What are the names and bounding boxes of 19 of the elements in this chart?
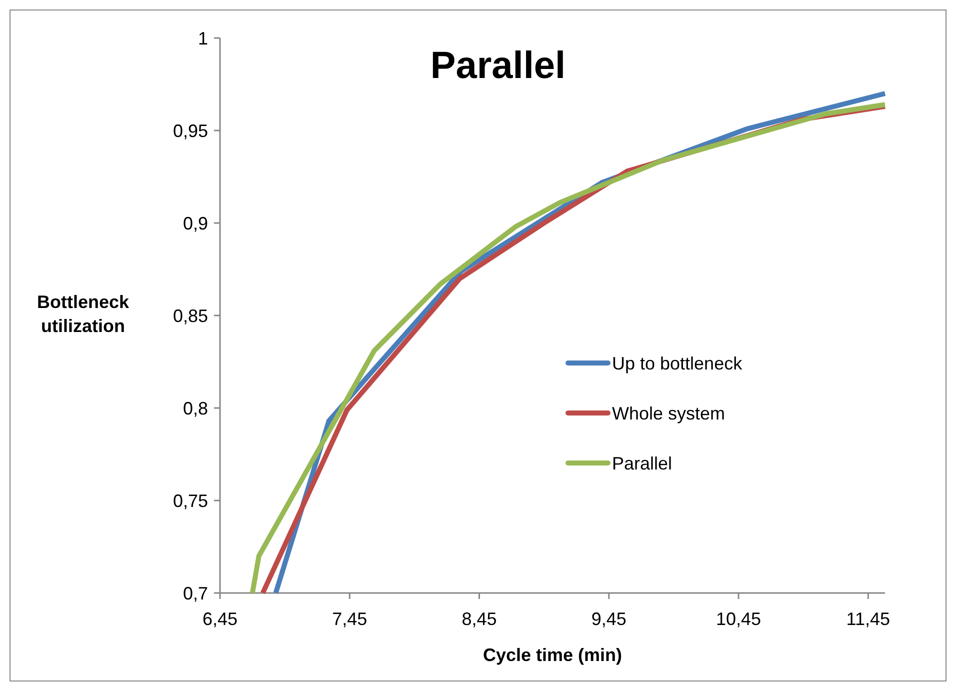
x-axis-title: Cycle time (min) xyxy=(482,645,622,665)
y-tick-label: 0,75 xyxy=(172,490,208,511)
x-tick-label: 9,45 xyxy=(591,609,626,629)
y-axis-title: Bottleneck utilization xyxy=(36,292,130,336)
y-tick-label: 0,95 xyxy=(172,120,208,141)
y-tick-label: 0,8 xyxy=(182,398,208,418)
x-tick-label: 10,45 xyxy=(716,609,762,629)
chart-title: Parallel xyxy=(430,45,566,87)
x-tick-label: 11,45 xyxy=(846,609,890,629)
y-tick-label: 1 xyxy=(198,28,208,48)
legend-label: Up to bottleneck xyxy=(612,353,744,374)
y-tick-label: 0,85 xyxy=(172,306,208,326)
y-tick-label: 0,7 xyxy=(182,583,208,604)
legend-label: Whole system xyxy=(612,403,726,424)
x-tick-label: 7,45 xyxy=(332,609,368,629)
x-tick-label: 8,45 xyxy=(462,609,497,629)
legend-label: Parallel xyxy=(612,453,672,474)
x-tick-label: 6,45 xyxy=(202,609,238,629)
y-tick-label: 0,9 xyxy=(182,213,208,234)
